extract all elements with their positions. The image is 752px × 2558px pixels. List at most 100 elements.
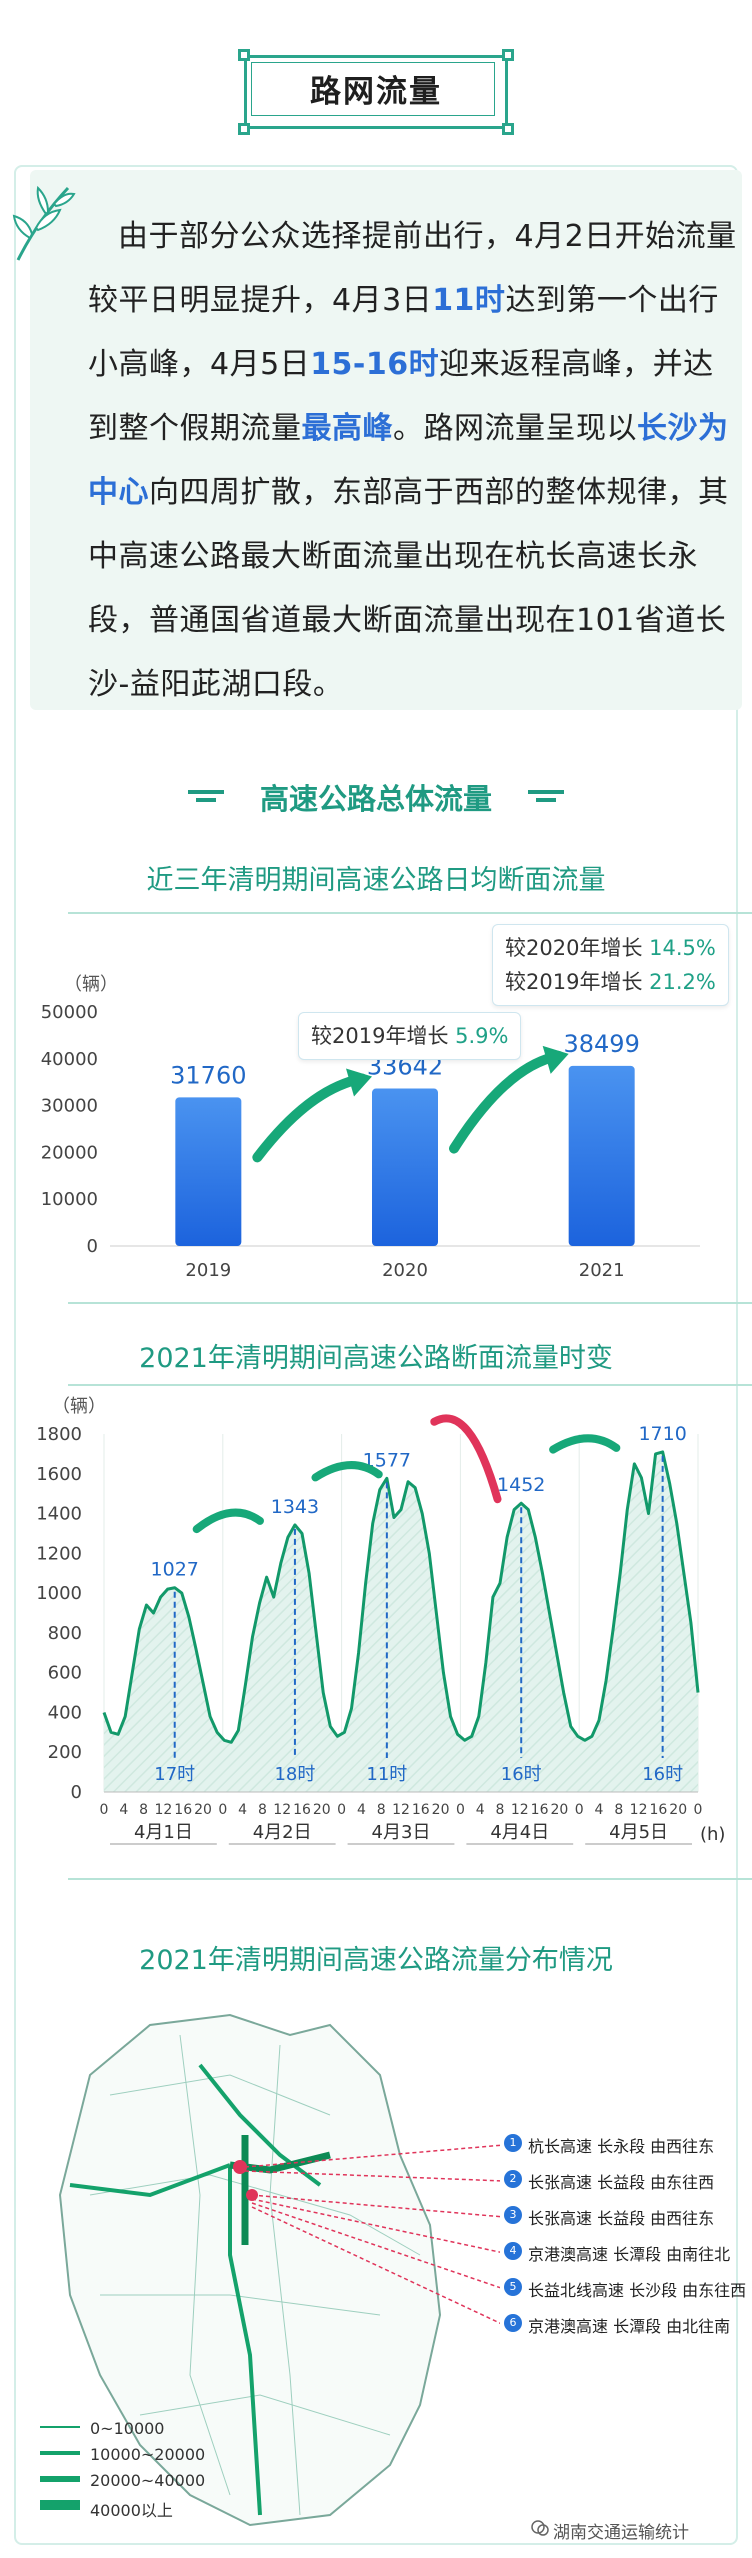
intro-highlight: 11时 (432, 283, 506, 318)
peak-value-label: 1710 (638, 1423, 686, 1445)
route-label: 长益北线高速 长沙段 由东往西 (528, 2281, 747, 2300)
line-chart-frame (68, 1384, 752, 1880)
hour-tick-label: 16 (531, 1802, 549, 1818)
growth-callout: 较2020年增长 14.5% 较2019年增长 21.2% (492, 924, 729, 1006)
trend-arrow (192, 1508, 264, 1534)
hour-tick-label: 16 (412, 1802, 430, 1818)
hour-tick-label: 20 (313, 1802, 331, 1818)
bar-y-axis-label: （辆） (64, 974, 118, 995)
section-header: 高速公路总体流量 (0, 776, 752, 816)
bar-y-tick-label: 30000 (41, 1096, 98, 1117)
day-label: 4月1日 (134, 1822, 193, 1843)
line-area-hatch (104, 1451, 698, 1792)
wechat-icon (531, 2520, 549, 2536)
trend-arrow (549, 1434, 621, 1454)
route-label: 长张高速 长益段 由西往东 (528, 2209, 715, 2228)
line-y-tick-label: 400 (48, 1702, 82, 1723)
growth-arrow-head (542, 1045, 569, 1074)
hunan-traffic-map (58, 2013, 500, 2527)
hour-tick-label: 8 (258, 1802, 267, 1818)
peak-hour-label: 16时 (501, 1764, 542, 1785)
bar-y-tick-label: 40000 (41, 1049, 98, 1070)
intro-text: 由于部分公众选择提前出行，4月2日开始流量较平日明显提升，4月3日11时达到第一… (88, 205, 738, 717)
page-title: 路网流量 (310, 74, 442, 110)
growth-arrow (449, 1050, 564, 1154)
legend-label: 10000~20000 (90, 2445, 206, 2464)
hour-tick-label: 0 (100, 1802, 109, 1818)
legend-swatch (40, 2426, 80, 2428)
line-y-tick-label: 1600 (36, 1464, 82, 1485)
hour-tick-label: 8 (377, 1802, 386, 1818)
hour-tick-label: 16 (293, 1802, 311, 1818)
hour-tick-label: 8 (614, 1802, 623, 1818)
hour-tick-label: 12 (154, 1802, 172, 1818)
bar-x-tick-label: 2020 (382, 1260, 428, 1281)
bar-y-tick-label: 0 (87, 1236, 98, 1257)
peak-value-label: 1452 (497, 1474, 545, 1496)
intro-highlight: 最高峰 (301, 411, 393, 446)
series-line (102, 1450, 700, 1744)
growth-callout-line: 较2019年增长 5.9% (311, 1019, 508, 1053)
bar-value-label: 38499 (563, 1030, 639, 1058)
intro-panel: 由于部分公众选择提前出行，4月2日开始流量较平日明显提升，4月3日11时达到第一… (30, 170, 742, 710)
hour-tick-label: 20 (550, 1802, 568, 1818)
bar (175, 1097, 242, 1246)
route-marker-icon: 4 (504, 2242, 522, 2260)
day-label: 4月5日 (609, 1822, 668, 1843)
map-title: 2021年清明期间高速公路流量分布情况 (139, 1945, 613, 1976)
bar (568, 1065, 635, 1246)
legend-label: 20000~40000 (90, 2471, 206, 2490)
growth-callout-value: 5.9% (455, 1024, 509, 1048)
hour-tick-label: 4 (357, 1802, 366, 1818)
peak-hour-label: 18时 (274, 1764, 315, 1785)
line-y-axis-label: （辆） (52, 1396, 106, 1417)
hour-tick-label: 12 (511, 1802, 529, 1818)
day-label: 4月3日 (372, 1822, 431, 1843)
route-label: 长张高速 长益段 由东往西 (528, 2173, 715, 2192)
legend-label: 0~10000 (90, 2419, 165, 2438)
bar-x-tick-label: 2021 (579, 1260, 625, 1281)
trend-arrow (311, 1461, 383, 1482)
hour-tick-label: 12 (273, 1802, 291, 1818)
line-y-tick-label: 200 (48, 1742, 82, 1763)
peak-hour-label: 11时 (366, 1764, 407, 1785)
line-y-tick-label: 0 (71, 1782, 82, 1803)
section-title: 高速公路总体流量 (259, 782, 492, 816)
line-y-tick-label: 1000 (36, 1583, 82, 1604)
hour-tick-label: 16 (174, 1802, 192, 1818)
hour-tick-label: 16 (649, 1802, 667, 1818)
hour-tick-label: 8 (496, 1802, 505, 1818)
line-y-tick-label: 800 (48, 1623, 82, 1644)
hour-tick-label: 0 (337, 1802, 346, 1818)
hour-tick-label: 20 (432, 1802, 450, 1818)
day-label: 4月4日 (490, 1822, 549, 1843)
route-marker-icon: 5 (504, 2278, 522, 2296)
legend-swatch (40, 2476, 80, 2482)
line-y-tick-label: 1800 (36, 1424, 82, 1445)
hour-tick-label: 4 (238, 1802, 247, 1818)
hour-tick-label: 4 (119, 1802, 128, 1818)
hour-tick-label: 12 (392, 1802, 410, 1818)
bar-y-tick-label: 50000 (41, 1002, 98, 1023)
legend-swatch (40, 2451, 80, 2455)
hour-tick-label: 20 (194, 1802, 212, 1818)
growth-callout-value: 14.5% (649, 936, 716, 960)
hour-tick-label: 0 (456, 1802, 465, 1818)
bar (372, 1088, 438, 1246)
line-x-axis-label: (h) (700, 1824, 725, 1845)
peak-value-label: 1027 (151, 1559, 199, 1581)
growth-arrow-head (346, 1068, 372, 1097)
growth-arrow (252, 1073, 367, 1163)
bar-chart-frame (68, 912, 752, 1304)
peak-hour-label: 17时 (154, 1764, 195, 1785)
bar-chart: （辆）0100002000030000400005000031760201933… (41, 974, 700, 1281)
hour-tick-label: 4 (476, 1802, 485, 1818)
hour-tick-label: 0 (575, 1802, 584, 1818)
peak-hour-label: 16时 (642, 1764, 683, 1785)
bar-x-tick-label: 2019 (185, 1260, 231, 1281)
hour-tick-label: 12 (630, 1802, 648, 1818)
trend-arrow (430, 1414, 502, 1504)
growth-callout: 较2019年增长 5.9% (298, 1012, 522, 1060)
page-title-badge: 路网流量 (238, 49, 514, 135)
